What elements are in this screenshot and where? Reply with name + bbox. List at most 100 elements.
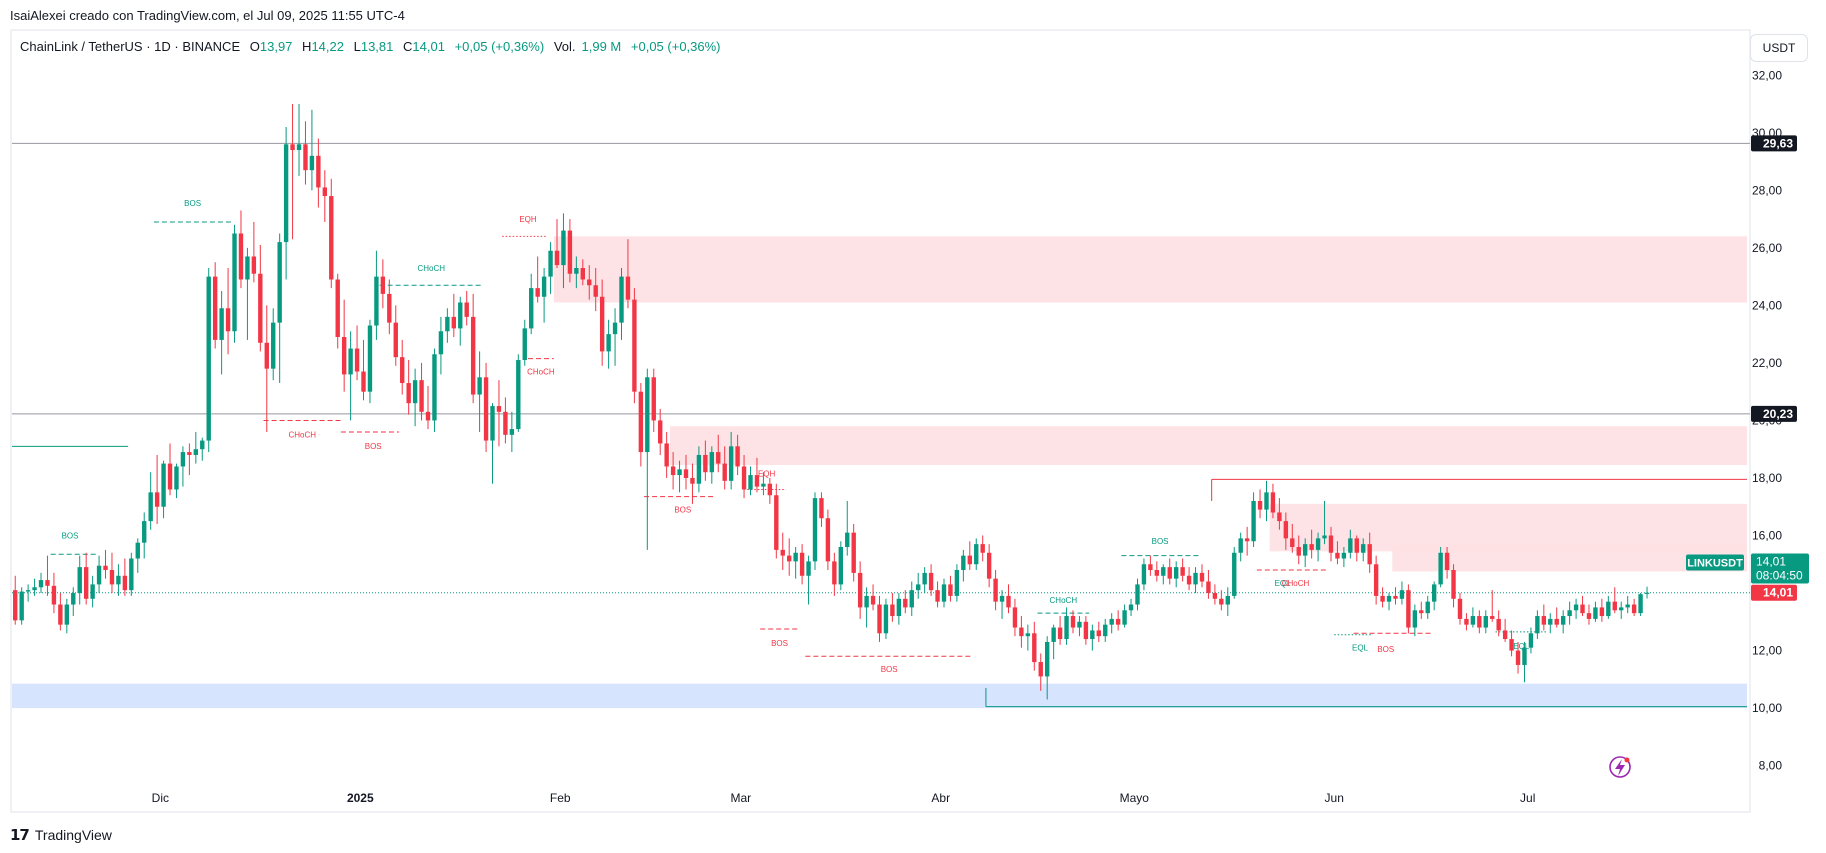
candle-body	[890, 604, 895, 617]
legend-high: H14,22	[302, 39, 344, 54]
annotation-label: BOS	[1377, 645, 1394, 654]
legend-volume-change: +0,05 (+0,36%)	[630, 39, 721, 54]
candle-body	[1057, 627, 1063, 640]
annotation-label: CHoCH	[288, 431, 316, 440]
candle-body	[154, 492, 160, 507]
annotation-label: BOS	[881, 665, 898, 674]
legend-low-label: L	[353, 39, 361, 54]
candle-body	[1167, 567, 1172, 579]
candle-body	[303, 144, 308, 171]
candle-body	[1431, 584, 1437, 602]
candle-body	[1612, 601, 1617, 611]
candle-body	[722, 463, 727, 481]
candle-body	[916, 584, 921, 591]
candle-body	[1528, 633, 1534, 648]
candle-body	[741, 466, 747, 490]
lightning-icon[interactable]	[1609, 756, 1631, 778]
candle-body	[64, 604, 70, 625]
symbol-countdown-label: 08:04:50	[1756, 569, 1803, 583]
candle-body	[754, 475, 760, 487]
candle-body	[819, 498, 824, 519]
annotation-label: BOS	[771, 639, 788, 648]
candle-body	[103, 565, 108, 571]
candle-body	[1309, 544, 1314, 550]
candle-body	[1264, 492, 1269, 510]
legend-symbol[interactable]: ChainLink / TetherUS · 1D · BINANCE	[20, 39, 241, 54]
candle-body	[13, 590, 18, 621]
candle-body	[122, 575, 128, 591]
candle-body	[787, 555, 792, 562]
candle-body	[1070, 616, 1076, 628]
candle-body	[1109, 618, 1114, 625]
candle-body	[180, 452, 186, 467]
candle-body	[683, 469, 689, 478]
candle-body	[587, 279, 592, 286]
candle-body	[896, 598, 902, 617]
candle-body	[25, 590, 31, 592]
x-tick-label: Mar	[730, 791, 751, 805]
candle-body	[1270, 492, 1276, 513]
candle-body	[148, 492, 153, 522]
candle-body	[251, 256, 257, 274]
candle-body	[387, 293, 392, 323]
candle-body	[1354, 538, 1359, 553]
candle-body	[329, 196, 334, 280]
candle-body	[335, 279, 340, 338]
candle-body	[71, 593, 76, 605]
candle-body	[1315, 538, 1321, 550]
candle-body	[264, 342, 269, 369]
candle-body	[1277, 512, 1282, 522]
candle-body	[883, 604, 889, 634]
candle-body	[696, 454, 702, 484]
candle-body	[509, 429, 515, 435]
x-tick-label: Jun	[1325, 791, 1344, 805]
candle-body	[1341, 552, 1347, 559]
candle-body	[1644, 592, 1650, 594]
candle-body	[593, 285, 598, 297]
supply-zone	[553, 236, 1747, 303]
candle-body	[716, 452, 721, 464]
candle-body	[1509, 639, 1514, 651]
candle-body	[658, 420, 663, 444]
price-badge	[1751, 135, 1797, 152]
candle-body	[109, 570, 115, 585]
annotation-label: CHoCH	[1050, 596, 1078, 605]
candle-body	[135, 542, 140, 559]
annotation-label: BOS	[674, 505, 691, 514]
candle-body	[32, 587, 37, 591]
candle-body	[967, 555, 972, 565]
candle-body	[1290, 538, 1295, 548]
annotation-label: EQL	[1352, 644, 1369, 653]
candle-body	[116, 575, 121, 585]
candle-body	[612, 322, 618, 335]
candle-body	[1406, 590, 1411, 628]
candle-body	[477, 377, 482, 395]
candle-body	[529, 288, 534, 329]
candle-body	[548, 250, 553, 277]
candle-body	[1180, 567, 1185, 576]
candle-body	[470, 316, 476, 395]
candle-body	[974, 544, 979, 565]
candle-body	[606, 334, 611, 352]
candle-body	[1593, 607, 1598, 619]
x-tick-label: Dic	[152, 791, 169, 805]
legend-volume-value: 1,99 M	[581, 39, 622, 54]
supply-zone	[669, 426, 1747, 466]
candle-body	[1599, 607, 1605, 617]
candle-body	[1173, 567, 1179, 579]
candle-body	[464, 302, 469, 317]
candle-body	[283, 144, 289, 243]
candle-body	[277, 242, 282, 323]
tradingview-logo[interactable]: 𝟭𝟳 TradingView	[10, 826, 112, 844]
candle-body	[1425, 601, 1430, 614]
candle-body	[77, 567, 82, 594]
y-tick-label: 32,00	[1752, 68, 1782, 82]
candle-body	[812, 498, 818, 562]
candle-body	[999, 595, 1005, 602]
y-tick-label: 16,00	[1752, 528, 1782, 542]
candle-body	[1232, 552, 1237, 596]
candle-body	[1219, 598, 1224, 605]
currency-button[interactable]: USDT	[1750, 34, 1808, 62]
annotation-label: BOS	[365, 442, 382, 451]
